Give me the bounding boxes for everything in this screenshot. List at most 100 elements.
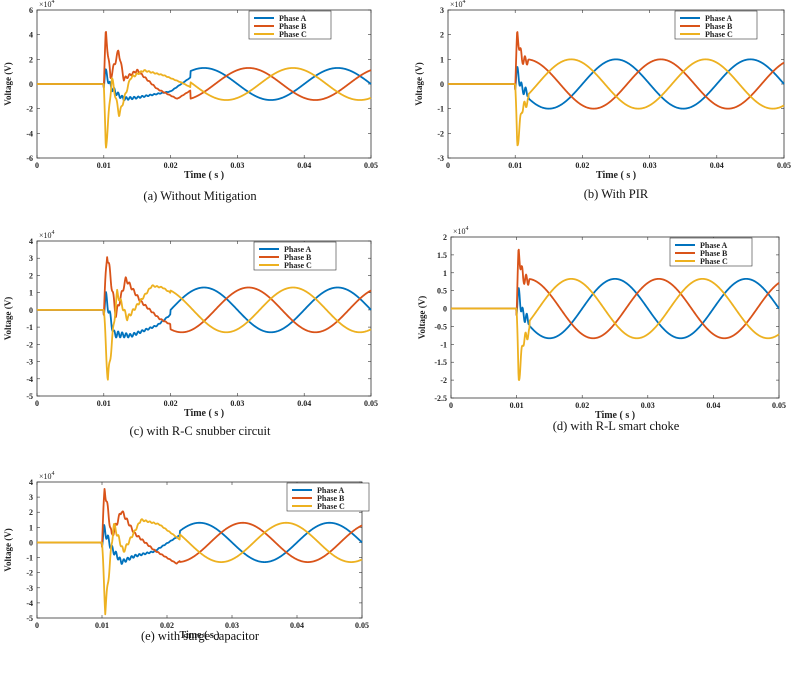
x-axis-label: Time ( s )	[184, 170, 224, 181]
y-tick-label: 3	[440, 6, 444, 15]
x-tick-label: 0.02	[575, 401, 589, 410]
y-tick-label: -2	[440, 376, 447, 385]
legend-entry: Phase B	[284, 253, 312, 262]
y-tick-label: 1	[29, 289, 33, 298]
y-multiplier-label: ×104	[39, 471, 55, 481]
legend-entry: Phase B	[317, 494, 345, 503]
y-multiplier-label: ×104	[453, 226, 469, 236]
x-tick-label: 0.01	[95, 621, 109, 630]
y-axis-label: Voltage (V)	[3, 528, 13, 571]
legend-entry: Phase B	[700, 249, 728, 258]
x-tick-label: 0.02	[164, 161, 178, 170]
x-tick-label: 0.05	[364, 399, 378, 408]
legend-entry: Phase A	[284, 245, 312, 254]
series-line-phase-c	[36, 67, 372, 149]
series-line-phase-c	[36, 518, 363, 616]
y-tick-label: 0	[29, 538, 33, 547]
y-tick-label: -3	[437, 154, 444, 163]
x-tick-label: 0.03	[230, 399, 244, 408]
x-axis-label: Time ( s )	[595, 410, 635, 421]
y-tick-label: -2	[26, 569, 33, 578]
y-tick-label: -2	[437, 129, 444, 138]
legend-entry: Phase A	[700, 241, 728, 250]
x-axis-label: Time ( s )	[179, 630, 219, 641]
y-tick-label: -5	[26, 392, 33, 401]
y-axis-label: Voltage (V)	[417, 296, 427, 339]
panel-caption: (a) Without Mitigation	[143, 189, 257, 203]
chart-panel-c: -5 -4 -3 -2 -1 0 1 2 3 4 0 0.01 0.02 0.03 0.04 0.05 ×104…	[3, 230, 378, 438]
x-tick-label: 0.01	[97, 399, 111, 408]
y-tick-label: 2	[29, 55, 33, 64]
y-tick-label: 2	[29, 508, 33, 517]
chart-panel-e: -5 -4 -3 -2 -1 0 1 2 3 4 0 0.01 0.02 0.03 0.04 0.05 ×104…	[3, 471, 370, 643]
legend-entry: Phase C	[317, 502, 345, 511]
x-tick-label: 0.03	[230, 161, 244, 170]
legend-entry: Phase A	[705, 14, 733, 23]
x-tick-label: 0.05	[364, 161, 378, 170]
y-tick-label: 6	[29, 6, 33, 15]
y-multiplier-label: ×104	[450, 0, 466, 9]
y-tick-label: 0	[29, 306, 33, 315]
y-tick-label: -1	[437, 105, 444, 114]
chart-panel-d: -2.5 -2 -1.5 -1 -0.5 0 0.5 1 1.5 2 0 0.01 0.02 0.03 0.…	[417, 226, 786, 433]
legend-entry: Phase B	[279, 22, 307, 31]
y-tick-label: -1.5	[434, 358, 447, 367]
y-tick-label: 1	[443, 269, 447, 278]
series-line-phase-c	[36, 284, 372, 381]
y-tick-label: 2	[29, 271, 33, 280]
y-tick-label: 1	[29, 523, 33, 532]
y-tick-label: 0	[443, 305, 447, 314]
x-tick-label: 0.05	[772, 401, 786, 410]
y-axis-label: Voltage (V)	[414, 62, 424, 105]
x-tick-label: 0.02	[164, 399, 178, 408]
legend-entry: Phase C	[279, 30, 307, 39]
x-tick-label: 0	[449, 401, 453, 410]
x-tick-label: 0.04	[290, 621, 304, 630]
y-tick-label: -5	[26, 614, 33, 623]
y-tick-label: 2	[440, 31, 444, 40]
y-tick-label: -1	[440, 340, 447, 349]
x-tick-label: 0.05	[777, 161, 791, 170]
series-line-phase-c	[447, 58, 785, 147]
y-axis-label: Voltage (V)	[3, 297, 13, 340]
x-tick-label: 0	[35, 161, 39, 170]
x-tick-label: 0.04	[297, 161, 311, 170]
y-tick-label: 4	[29, 31, 33, 40]
y-multiplier-label: ×104	[39, 230, 55, 240]
series-line-phase-c	[450, 277, 780, 381]
y-tick-label: 3	[29, 254, 33, 263]
x-tick-label: 0.04	[297, 399, 311, 408]
panel-caption: (e) with surge capacitor	[141, 629, 260, 643]
x-tick-label: 0	[446, 161, 450, 170]
y-multiplier-label: ×104	[39, 0, 55, 9]
y-tick-label: 1.5	[437, 251, 447, 260]
x-tick-label: 0	[35, 621, 39, 630]
x-tick-label: 0.01	[510, 401, 524, 410]
y-tick-label: -2.5	[434, 394, 447, 403]
panel-caption: (c) with R-C snubber circuit	[130, 424, 271, 438]
x-tick-label: 0.04	[706, 401, 720, 410]
legend-entry: Phase A	[317, 486, 345, 495]
x-tick-label: 0.03	[641, 401, 655, 410]
y-tick-label: 1	[440, 55, 444, 64]
y-tick-label: -2	[26, 340, 33, 349]
y-tick-label: 0	[29, 80, 33, 89]
x-tick-label: 0.04	[710, 161, 724, 170]
y-tick-label: 0.5	[437, 287, 447, 296]
x-tick-label: 0.01	[508, 161, 522, 170]
x-tick-label: 0	[35, 399, 39, 408]
x-tick-label: 0.02	[575, 161, 589, 170]
x-tick-label: 0.01	[97, 161, 111, 170]
legend-entry: Phase B	[705, 22, 733, 31]
legend-entry: Phase A	[279, 14, 307, 23]
legend-entry: Phase C	[700, 257, 728, 266]
y-tick-label: -2	[26, 105, 33, 114]
y-tick-label: -4	[26, 129, 33, 138]
legend-entry: Phase C	[284, 261, 312, 270]
y-tick-label: 3	[29, 493, 33, 502]
y-tick-label: -3	[26, 358, 33, 367]
